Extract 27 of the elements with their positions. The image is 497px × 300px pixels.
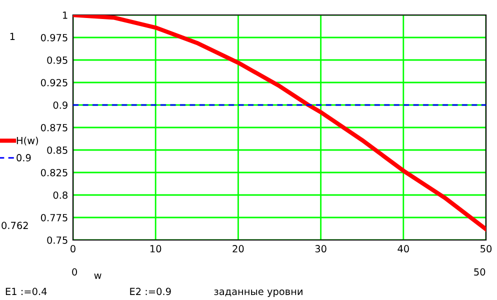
y-tick-label: 0.775 xyxy=(40,214,68,222)
x-tick-label: 20 xyxy=(232,245,244,252)
y-tick-label: 0.825 xyxy=(40,168,68,176)
y-tick-label: 0.925 xyxy=(40,78,68,86)
y-tick-label: 0.975 xyxy=(40,34,68,42)
text: E2 :=0.9 xyxy=(130,288,171,296)
x-axis-title: w xyxy=(94,274,102,279)
text: 50 xyxy=(474,268,486,276)
y-tick-label: 0.9 xyxy=(53,101,68,109)
y-tick-label: 1 xyxy=(63,12,68,19)
y-tick-label: 0.85 xyxy=(47,146,68,154)
x-tick-label: 40 xyxy=(398,245,409,252)
x-tick-label: 0 xyxy=(70,245,76,252)
x-tick-label: 10 xyxy=(150,245,162,252)
y-tick-label: 0.95 xyxy=(47,56,68,64)
text: E1 :=0.4 xyxy=(6,288,47,296)
legend-label: 0.9 xyxy=(16,154,31,162)
x-tick-label: 50 xyxy=(480,245,492,252)
y-tick-label: 0.75 xyxy=(47,236,68,244)
text: заданные уровни xyxy=(214,290,302,297)
y-tick-label: 0.875 xyxy=(40,124,68,132)
text: 0 xyxy=(72,268,77,276)
legend-label: H(w) xyxy=(16,136,38,146)
text: 0.762 xyxy=(2,222,28,230)
text: 1 xyxy=(10,32,15,40)
x-tick-label: 30 xyxy=(315,245,326,252)
y-tick-label: 0.8 xyxy=(53,191,68,199)
